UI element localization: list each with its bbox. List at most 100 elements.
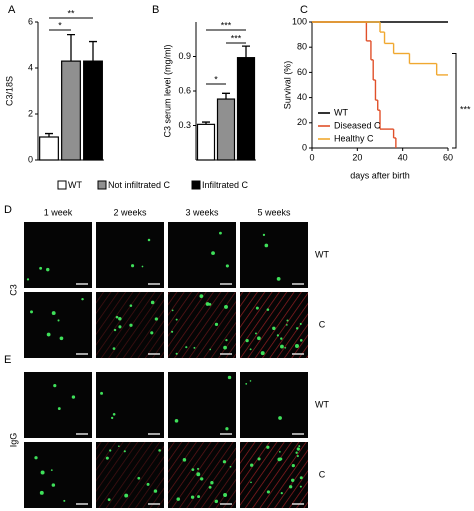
fluorescent-spot — [260, 351, 265, 356]
fluorescent-spot — [219, 231, 222, 235]
fluorescent-spot — [123, 450, 126, 453]
fluorescent-spot — [286, 324, 288, 326]
significance-label: ** — [67, 8, 75, 18]
fluorescent-spot — [171, 330, 174, 333]
fluorescent-spot — [158, 449, 161, 452]
y-tick-label: 0.6 — [178, 85, 191, 95]
fluorescent-spot — [295, 327, 299, 330]
fluorescent-spot — [209, 348, 212, 351]
fluorescent-spot — [276, 334, 280, 337]
x-tick-label: 40 — [398, 152, 408, 162]
fluorescent-spot — [288, 485, 293, 489]
fluorescent-spot — [182, 458, 187, 462]
fluorescent-spot — [34, 456, 38, 460]
y-tick-label: 0.9 — [178, 51, 191, 61]
fluorescent-spot — [197, 495, 201, 499]
fluorescent-spot — [299, 485, 302, 488]
y-tick-label: 80 — [297, 42, 307, 52]
fluorescent-spot — [291, 463, 295, 468]
stain-label: C3 — [8, 284, 18, 296]
panel-letter: B — [152, 4, 159, 16]
bar — [39, 136, 59, 161]
fluorescent-spot — [57, 407, 61, 410]
row-label: C — [319, 319, 326, 329]
micrograph — [168, 372, 236, 438]
fluorescent-spot — [118, 316, 122, 321]
fluorescent-spot — [124, 493, 129, 498]
row-label: WT — [315, 249, 329, 259]
legend-label: Healthy C — [334, 133, 374, 143]
fluorescent-spot — [284, 346, 287, 349]
fluorescent-spot — [105, 456, 109, 460]
image-texture — [168, 442, 236, 508]
fluorescent-spot — [224, 304, 228, 309]
error-bar — [45, 132, 53, 137]
fluorescent-spot — [39, 266, 43, 270]
fluorescent-spot — [63, 499, 66, 502]
fluorescent-spot — [176, 497, 181, 501]
fluorescent-spot — [185, 346, 188, 349]
significance-label: * — [58, 20, 62, 30]
fluorescent-spot — [53, 384, 57, 388]
fluorescent-spot — [208, 485, 212, 489]
legend-swatch — [191, 180, 201, 190]
fluorescent-spot — [249, 380, 252, 382]
micrograph — [24, 292, 92, 358]
legend-label: Not infiltrated C — [108, 180, 171, 190]
fluorescent-spot — [225, 427, 229, 431]
y-axis-label: C3 serum level (mg/ml) — [162, 44, 172, 137]
legend-swatch — [97, 180, 107, 190]
fluorescent-spot — [129, 323, 133, 327]
fluorescent-spot — [46, 267, 50, 272]
fluorescent-spot — [245, 338, 249, 343]
fluorescent-spot — [296, 454, 299, 458]
micrograph — [240, 372, 308, 438]
row-label: C — [319, 469, 326, 479]
fluorescent-spot — [299, 476, 303, 480]
fluorescent-spot — [111, 416, 114, 420]
fluorescent-spot — [291, 478, 295, 483]
fluorescent-spot — [112, 412, 116, 416]
fluorescent-spot — [227, 375, 232, 380]
fluorescent-spot — [150, 331, 154, 335]
bar — [83, 60, 103, 161]
bar — [236, 57, 256, 161]
fluorescent-spot — [278, 416, 282, 420]
significance-label: * — [214, 74, 218, 84]
column-header: 5 weeks — [257, 207, 291, 217]
fluorescent-spot — [107, 498, 111, 502]
fluorescent-spot — [197, 467, 200, 470]
fluorescent-spot — [26, 278, 30, 281]
bar — [61, 60, 81, 161]
micrograph — [240, 222, 308, 288]
fluorescent-spot — [280, 344, 284, 349]
legend-label: Infiltrated C — [202, 180, 249, 190]
fluorescent-spot — [191, 468, 195, 472]
fluorescent-spot — [146, 482, 150, 486]
error-bar — [242, 45, 250, 58]
legend-label: WT — [334, 107, 348, 117]
image-texture — [240, 442, 308, 508]
fluorescent-spot — [205, 302, 210, 306]
y-tick-label: 0 — [302, 142, 307, 152]
fluorescent-spot — [147, 238, 151, 242]
fluorescent-spot — [40, 470, 45, 475]
fluorescent-spot — [118, 325, 122, 329]
column-header: 2 weeks — [113, 207, 147, 217]
fluorescent-spot — [190, 495, 195, 499]
panel-letter: D — [4, 204, 12, 216]
fluorescent-spot — [109, 449, 112, 452]
y-tick-label: 6 — [28, 16, 33, 26]
fluorescent-spot — [223, 493, 228, 498]
fluorescent-spot — [264, 243, 269, 248]
y-tick-label: 4 — [28, 62, 33, 72]
image-texture — [96, 442, 164, 508]
fluorescent-spot — [129, 304, 133, 307]
bar — [196, 123, 216, 161]
fluorescent-spot — [50, 469, 53, 472]
fluorescent-spot — [295, 451, 298, 454]
y-tick-label: 60 — [297, 67, 307, 77]
fluorescent-spot — [81, 297, 84, 301]
fluorescent-spot — [229, 465, 232, 468]
fluorescent-spot — [255, 306, 259, 310]
